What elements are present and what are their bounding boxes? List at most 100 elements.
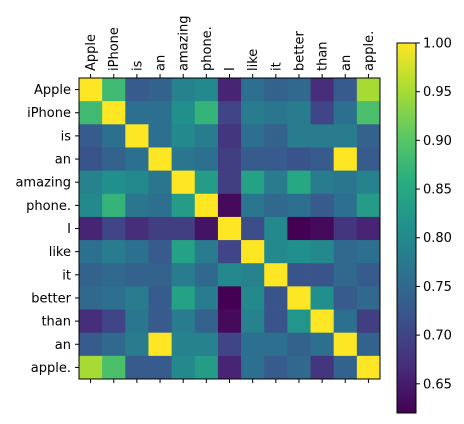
x-tick-label: apple.: [362, 31, 377, 71]
heatmap-cell: [264, 309, 288, 334]
heatmap-cell: [148, 193, 173, 218]
heatmap-cell: [217, 309, 242, 334]
heatmap-cell: [125, 263, 149, 287]
heatmap-cell: [356, 286, 381, 310]
colorbar-tick-label: 0.70: [423, 329, 452, 344]
heatmap-cell: [241, 309, 265, 334]
heatmap-cell: [102, 170, 126, 195]
heatmap-cell: [241, 355, 265, 380]
heatmap-cell: [241, 78, 265, 102]
x-tick-label: Apple: [84, 34, 99, 71]
x-tick-label: I: [223, 67, 238, 71]
heatmap-cell: [217, 286, 242, 310]
heatmap-cell: [217, 193, 242, 218]
heatmap-cell: [217, 78, 242, 102]
y-tick-label: an: [55, 338, 71, 353]
heatmap-cell: [241, 124, 265, 148]
heatmap-cell: [148, 170, 173, 195]
x-tick-label: phone.: [200, 26, 215, 71]
heatmap-cell: [194, 170, 219, 195]
heatmap-cell: [264, 240, 288, 264]
heatmap-cell: [287, 170, 311, 195]
y-tick-label: I: [67, 222, 71, 237]
heatmap-cell: [79, 240, 103, 264]
heatmap-cell: [171, 309, 196, 334]
heatmap-cell: [356, 240, 381, 264]
heatmap-cell: [217, 355, 242, 380]
heatmap-cell: [171, 124, 196, 148]
heatmap-cell: [125, 124, 149, 148]
heatmap-cell: [217, 124, 242, 148]
heatmap-cell: [264, 355, 288, 380]
heatmap-cell: [241, 263, 265, 287]
heatmap-cell: [287, 124, 311, 148]
heatmap-cell: [333, 78, 358, 102]
heatmap-cell: [241, 332, 265, 357]
colorbar-tick-label: 1.00: [423, 37, 452, 52]
heatmap-cell: [148, 240, 173, 264]
heatmap-cell: [241, 286, 265, 310]
y-tick-label: like: [49, 245, 71, 260]
heatmap-cell: [264, 124, 288, 148]
heatmap-cell: [148, 263, 173, 287]
heatmap-cell: [125, 216, 149, 241]
heatmap-cell: [79, 263, 103, 287]
heatmap-cell: [241, 240, 265, 264]
heatmap-cell: [148, 78, 173, 102]
heatmap-cell: [171, 101, 196, 125]
x-tick-label: than: [316, 41, 331, 71]
heatmap-cell: [102, 240, 126, 264]
heatmap-cell: [241, 216, 265, 241]
heatmap-cell: [310, 101, 335, 125]
heatmap-cell: [102, 124, 126, 148]
heatmap-cell: [333, 147, 358, 172]
heatmap-cell: [171, 240, 196, 264]
heatmap-cell: [125, 332, 149, 357]
heatmap-cell: [148, 147, 173, 172]
heatmap-cell: [79, 309, 103, 334]
heatmap-cell: [194, 309, 219, 334]
heatmap-cell: [125, 101, 149, 125]
heatmap-cell: [356, 170, 381, 195]
heatmap-cell: [194, 263, 219, 287]
heatmap-cell: [310, 309, 335, 334]
heatmap-cell: [79, 216, 103, 241]
heatmap-cell: [217, 263, 242, 287]
y-tick-label: Apple: [34, 83, 71, 98]
heatmap-cell: [194, 78, 219, 102]
heatmap-cell: [333, 240, 358, 264]
heatmap-cell: [264, 170, 288, 195]
heatmap-cell: [194, 332, 219, 357]
heatmap-cell: [241, 101, 265, 125]
heatmap-cell: [171, 193, 196, 218]
heatmap-cell: [356, 332, 381, 357]
heatmap-cell: [125, 355, 149, 380]
heatmap-cell: [356, 124, 381, 148]
heatmap-cell: [287, 78, 311, 102]
colorbar-tick-label: 0.95: [423, 85, 452, 100]
heatmap-cell: [171, 78, 196, 102]
heatmap-cell: [333, 124, 358, 148]
heatmap-cell: [333, 286, 358, 310]
heatmap-cell: [194, 216, 219, 241]
heatmap-cell: [102, 216, 126, 241]
heatmap-cell: [79, 147, 103, 172]
heatmap-cell: [310, 263, 335, 287]
heatmap-cell: [125, 170, 149, 195]
heatmap-cell: [79, 193, 103, 218]
heatmap-cell: [102, 101, 126, 125]
y-tick-label: phone.: [26, 199, 71, 214]
heatmap-cell: [287, 193, 311, 218]
heatmap-cell: [125, 147, 149, 172]
heatmap-cell: [79, 332, 103, 357]
heatmap-cell: [171, 170, 196, 195]
heatmap-cell: [287, 286, 311, 310]
heatmap-cell: [264, 147, 288, 172]
heatmap-cell: [356, 263, 381, 287]
heatmap-cell: [217, 332, 242, 357]
heatmap-cell: [310, 240, 335, 264]
heatmap-cell: [310, 147, 335, 172]
heatmap-cell: [217, 240, 242, 264]
heatmap-cell: [287, 216, 311, 241]
